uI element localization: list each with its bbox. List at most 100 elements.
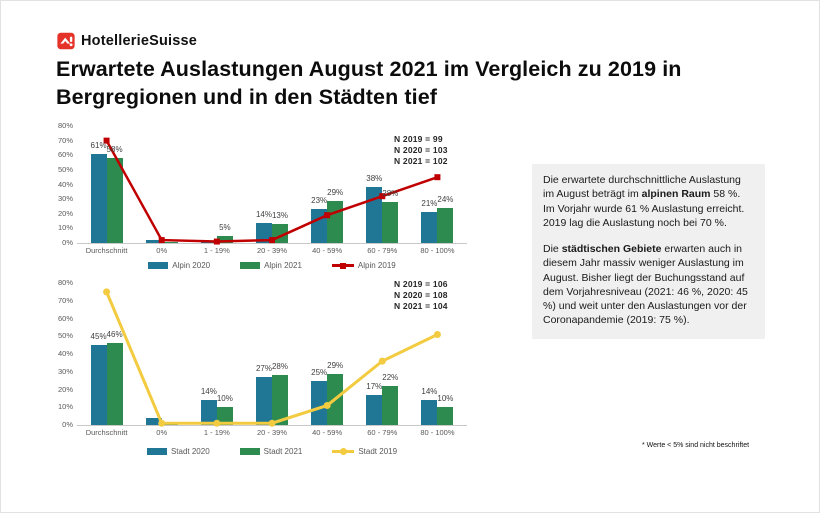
y-tick-label: 10% xyxy=(57,402,73,412)
y-tick-label: 50% xyxy=(57,164,73,174)
infobox-bold-text: städtischen Gebiete xyxy=(561,243,662,256)
summary-infobox: Die erwartete durchschnittliche Auslastu… xyxy=(532,164,765,339)
legend-item-stadt-2019: Stadt 2019 xyxy=(332,447,397,456)
bar-value-label: 23% xyxy=(311,196,328,206)
bar-value-label: 29% xyxy=(327,360,344,370)
x-axis-label: 80 - 100% xyxy=(420,246,455,255)
bar-alpin-2020-1-19 xyxy=(200,241,217,243)
y-tick-label: 60% xyxy=(57,150,73,160)
legend-item-alpin-2020: Alpin 2020 xyxy=(148,261,210,270)
line-marker xyxy=(433,330,441,338)
y-tick-label: 0% xyxy=(62,238,73,247)
bar-value-label: 21% xyxy=(421,199,438,209)
bar-value-label: 38% xyxy=(366,174,383,184)
bar-stadt-2021-durchschnitt xyxy=(106,343,123,425)
infobox-text: erwarten auch in diesem Jahr massiv weni… xyxy=(543,243,748,327)
bar-alpin-2021-80-100 xyxy=(437,207,454,243)
bar-alpin-2020-80-100 xyxy=(421,212,438,243)
bar-alpin-2021-20-39 xyxy=(272,223,288,243)
bar-alpin-2020-0 xyxy=(145,240,162,243)
bar-stadt-2020-durchschnitt xyxy=(90,345,107,425)
y-tick-label: 30% xyxy=(57,366,73,376)
y-tick-label: 80% xyxy=(57,278,73,287)
bar-stadt-2021-80-100 xyxy=(437,407,454,425)
legend-item-stadt-2020: Stadt 2020 xyxy=(146,447,210,456)
bar-value-label: 10% xyxy=(437,394,454,404)
y-tick-label: 30% xyxy=(57,194,73,204)
y-tick-label: 10% xyxy=(57,223,73,233)
n-count-label: N 2019 = 99 xyxy=(394,134,443,144)
bar-value-label: 17% xyxy=(366,381,383,391)
bar-alpin-2021-0 xyxy=(161,241,178,243)
legend-label: Stadt 2021 xyxy=(263,447,303,456)
bar-value-label: 10% xyxy=(216,394,233,404)
line-marker xyxy=(434,174,441,181)
legend-label: Stadt 2019 xyxy=(358,447,398,456)
bar-stadt-2020-60-79 xyxy=(366,394,383,425)
bar-alpin-2020-durchschnitt xyxy=(90,153,107,243)
y-tick-label: 70% xyxy=(57,295,73,305)
hotelleriesuisse-logo-icon xyxy=(57,32,75,50)
bar-value-label: 24% xyxy=(437,194,454,204)
x-axis-label: 40 - 59% xyxy=(312,246,343,255)
infobox-text: Die xyxy=(543,243,562,256)
line-marker xyxy=(103,288,111,296)
bar-stadt-2020-0 xyxy=(145,417,162,425)
legend-bar-swatch xyxy=(148,262,169,269)
y-tick-label: 40% xyxy=(57,349,73,358)
infobox-paragraph-alpin: Die erwartete durchschnittliche Auslastu… xyxy=(543,173,754,230)
bar-stadt-2020-1-19 xyxy=(200,400,217,425)
bar-value-label: 13% xyxy=(271,210,288,220)
n-count-label: N 2021 = 102 xyxy=(394,156,448,166)
x-axis-label: 1 - 19% xyxy=(203,246,230,255)
bar-alpin-2020-40-59 xyxy=(311,209,328,243)
bar-value-label: 46% xyxy=(106,330,123,340)
n-count-label: N 2019 = 106 xyxy=(394,279,448,289)
legend-label: Alpin 2020 xyxy=(172,261,211,270)
legend-label: Alpin 2021 xyxy=(264,261,302,270)
legend-bar-swatch xyxy=(239,448,260,455)
x-axis-label: 0% xyxy=(156,428,168,437)
infobox-text: 58 %. Im Vorjahr wurde 61 % Auslastung e… xyxy=(543,188,745,229)
legend-alpin: Alpin 2020 Alpin 2021 Alpin 2019 xyxy=(79,261,465,270)
bar-value-label: 28% xyxy=(382,189,399,199)
bar-value-label: 14% xyxy=(200,387,217,397)
infobox-bold-text: alpinen Raum xyxy=(641,188,711,201)
bar-stadt-2021-20-39 xyxy=(272,375,288,425)
bar-stadt-2020-20-39 xyxy=(256,377,272,425)
x-axis-label: 60 - 79% xyxy=(367,246,398,255)
y-tick-label: 40% xyxy=(57,179,73,189)
x-axis-line xyxy=(77,243,467,244)
x-axis-label: 20 - 39% xyxy=(256,246,288,255)
x-axis-label: 1 - 19% xyxy=(203,428,230,437)
legend-item-alpin-2019: Alpin 2019 xyxy=(331,261,396,270)
bar-value-label: 27% xyxy=(255,364,272,374)
bar-stadt-2021-1-19 xyxy=(216,407,233,425)
brand: HotellerieSuisse xyxy=(57,32,197,50)
y-tick-label: 60% xyxy=(57,313,73,323)
x-axis-label: 20 - 39% xyxy=(256,428,288,437)
x-axis-line xyxy=(77,425,467,426)
y-tick-label: 70% xyxy=(57,135,73,145)
legend-line-marker xyxy=(339,262,346,269)
bar-alpin-2021-1-19 xyxy=(216,235,233,243)
x-axis-label: Durchschnitt xyxy=(85,428,128,437)
bar-stadt-2021-0 xyxy=(161,423,178,425)
bar-value-label: 5% xyxy=(219,222,231,232)
legend-item-stadt-2021: Stadt 2021 xyxy=(239,447,303,456)
bar-value-label: 29% xyxy=(327,187,344,197)
bar-alpin-2021-40-59 xyxy=(327,200,344,243)
infobox-text: Die erwartete durchschnittliche Auslastu… xyxy=(543,174,741,201)
legend-item-alpin-2021: Alpin 2021 xyxy=(240,261,302,270)
legend-line-swatch xyxy=(332,447,355,456)
legend-line-swatch xyxy=(331,261,354,270)
n-count-label: N 2021 = 104 xyxy=(394,301,448,311)
bar-alpin-2021-60-79 xyxy=(382,202,399,243)
legend-stadt: Stadt 2020 Stadt 2021 Stadt 2019 xyxy=(79,447,465,456)
bar-stadt-2021-60-79 xyxy=(382,385,399,425)
bar-value-label: 45% xyxy=(90,332,107,342)
x-axis-label: 0% xyxy=(156,246,168,255)
x-axis-label: 60 - 79% xyxy=(367,428,398,437)
legend-bar-swatch xyxy=(240,262,261,269)
